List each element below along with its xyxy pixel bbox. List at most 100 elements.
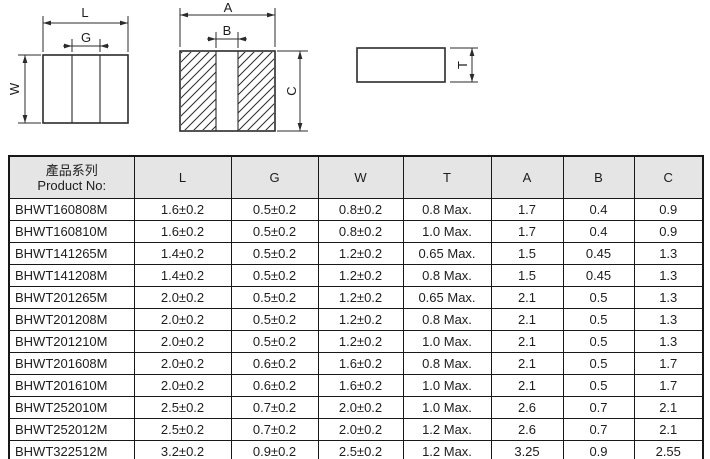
column-header-g: G bbox=[230, 155, 319, 199]
value-cell: 2.1 bbox=[490, 352, 564, 375]
value-cell: 0.5 bbox=[562, 330, 635, 353]
product-cell: BHWT201608M bbox=[8, 352, 135, 375]
product-cell: BHWT160808M bbox=[8, 198, 135, 221]
side-view-drawing: T bbox=[356, 47, 478, 83]
dim-label-g: G bbox=[81, 30, 91, 45]
value-cell: 1.3 bbox=[633, 286, 704, 309]
value-cell: 2.6 bbox=[490, 418, 564, 441]
product-cell: BHWT160810M bbox=[8, 220, 135, 243]
column-header-a: A bbox=[490, 155, 564, 199]
value-cell: 1.0 Max. bbox=[402, 220, 492, 243]
table-row: BHWT201608M 2.0±0.2 0.6±0.2 1.6±0.2 0.8 Max.… bbox=[8, 352, 704, 375]
dimension-drawings-svg: L G W bbox=[7, 0, 478, 132]
value-cell: 2.5±0.2 bbox=[133, 418, 232, 441]
body-outline bbox=[42, 54, 129, 124]
table-row: BHWT201208M 2.0±0.2 0.5±0.2 1.2±0.2 0.8 Max.… bbox=[8, 308, 704, 331]
value-cell: 1.5 bbox=[490, 242, 564, 265]
value-cell: 0.5 bbox=[562, 308, 635, 331]
value-cell: 1.6±0.2 bbox=[133, 220, 232, 243]
dim-label-l: L bbox=[81, 5, 88, 20]
value-cell: 2.0±0.2 bbox=[133, 330, 232, 353]
value-cell: 0.9 bbox=[562, 440, 635, 459]
hatched-region-right bbox=[238, 52, 274, 130]
terminal-divider-lines bbox=[71, 55, 101, 123]
value-cell: 0.65 Max. bbox=[402, 242, 492, 265]
value-cell: 1.2±0.2 bbox=[317, 286, 404, 309]
dimension-l: L bbox=[42, 5, 129, 52]
value-cell: 0.8 Max. bbox=[402, 352, 492, 375]
product-series-label-en: Product No: bbox=[37, 177, 107, 193]
value-cell: 2.0±0.2 bbox=[317, 418, 404, 441]
core-gap-lines bbox=[215, 51, 239, 131]
table-row: BHWT322512M 3.2±0.2 0.9±0.2 2.5±0.2 1.2 Max.… bbox=[8, 440, 704, 459]
cross-section-drawing: A B C bbox=[179, 0, 308, 132]
product-cell: BHWT252012M bbox=[8, 418, 135, 441]
product-cell: BHWT201265M bbox=[8, 286, 135, 309]
value-cell: 0.8±0.2 bbox=[317, 220, 404, 243]
dimension-t: T bbox=[450, 47, 478, 83]
value-cell: 2.0±0.2 bbox=[133, 374, 232, 397]
value-cell: 1.2 Max. bbox=[402, 440, 492, 459]
product-cell: BHWT252010M bbox=[8, 396, 135, 419]
value-cell: 2.1 bbox=[490, 308, 564, 331]
dimension-w: W bbox=[7, 54, 41, 124]
value-cell: 0.65 Max. bbox=[402, 286, 492, 309]
value-cell: 0.45 bbox=[562, 242, 635, 265]
value-cell: 0.4 bbox=[562, 220, 635, 243]
product-cell: BHWT141208M bbox=[8, 264, 135, 287]
value-cell: 3.25 bbox=[490, 440, 564, 459]
side-outline bbox=[356, 47, 446, 83]
dimension-b: B bbox=[207, 23, 247, 48]
table-row: BHWT252012M 2.5±0.2 0.7±0.2 2.0±0.2 1.2 Max.… bbox=[8, 418, 704, 441]
value-cell: 0.9±0.2 bbox=[230, 440, 319, 459]
value-cell: 0.5 bbox=[562, 352, 635, 375]
dim-label-c: C bbox=[284, 86, 299, 95]
value-cell: 0.5 bbox=[562, 374, 635, 397]
value-cell: 1.2±0.2 bbox=[317, 264, 404, 287]
value-cell: 0.8 Max. bbox=[402, 264, 492, 287]
value-cell: 1.6±0.2 bbox=[133, 198, 232, 221]
value-cell: 1.4±0.2 bbox=[133, 264, 232, 287]
value-cell: 0.8 Max. bbox=[402, 308, 492, 331]
value-cell: 1.3 bbox=[633, 330, 704, 353]
table-row: BHWT141265M 1.4±0.2 0.5±0.2 1.2±0.2 0.65 Max… bbox=[8, 242, 704, 265]
value-cell: 0.6±0.2 bbox=[230, 352, 319, 375]
value-cell: 1.0 Max. bbox=[402, 396, 492, 419]
value-cell: 0.7 bbox=[562, 418, 635, 441]
value-cell: 0.7±0.2 bbox=[230, 396, 319, 419]
value-cell: 2.0±0.2 bbox=[133, 308, 232, 331]
value-cell: 1.0 Max. bbox=[402, 330, 492, 353]
table-row: BHWT201610M 2.0±0.2 0.6±0.2 1.6±0.2 1.0 Max.… bbox=[8, 374, 704, 397]
value-cell: 0.9 bbox=[633, 220, 704, 243]
value-cell: 2.0±0.2 bbox=[133, 352, 232, 375]
dimension-a: A bbox=[179, 0, 276, 47]
column-header-l: L bbox=[133, 155, 232, 199]
dim-label-w: W bbox=[7, 82, 22, 95]
dimension-g: G bbox=[63, 30, 109, 52]
dim-label-a: A bbox=[224, 0, 233, 15]
column-header-c: C bbox=[633, 155, 704, 199]
value-cell: 0.9 bbox=[633, 198, 704, 221]
value-cell: 2.55 bbox=[633, 440, 704, 459]
value-cell: 0.7±0.2 bbox=[230, 418, 319, 441]
column-header-w: W bbox=[317, 155, 404, 199]
value-cell: 0.5±0.2 bbox=[230, 308, 319, 331]
value-cell: 1.3 bbox=[633, 242, 704, 265]
table-row: BHWT201265M 2.0±0.2 0.5±0.2 1.2±0.2 0.65 Max… bbox=[8, 286, 704, 309]
dim-label-b: B bbox=[223, 23, 232, 38]
value-cell: 0.7 bbox=[562, 396, 635, 419]
table-row: BHWT160808M 1.6±0.2 0.5±0.2 0.8±0.2 0.8 Max.… bbox=[8, 198, 704, 221]
value-cell: 1.3 bbox=[633, 264, 704, 287]
spec-table-body: BHWT160808M 1.6±0.2 0.5±0.2 0.8±0.2 0.8 Max.… bbox=[8, 198, 704, 459]
value-cell: 0.5±0.2 bbox=[230, 330, 319, 353]
product-cell: BHWT322512M bbox=[8, 440, 135, 459]
dimension-drawings: L G W bbox=[0, 0, 710, 152]
value-cell: 0.5±0.2 bbox=[230, 198, 319, 221]
column-header-product: 產品系列 Product No: bbox=[8, 155, 135, 199]
value-cell: 3.2±0.2 bbox=[133, 440, 232, 459]
value-cell: 0.6±0.2 bbox=[230, 374, 319, 397]
table-row: BHWT160810M 1.6±0.2 0.5±0.2 0.8±0.2 1.0 Max.… bbox=[8, 220, 704, 243]
